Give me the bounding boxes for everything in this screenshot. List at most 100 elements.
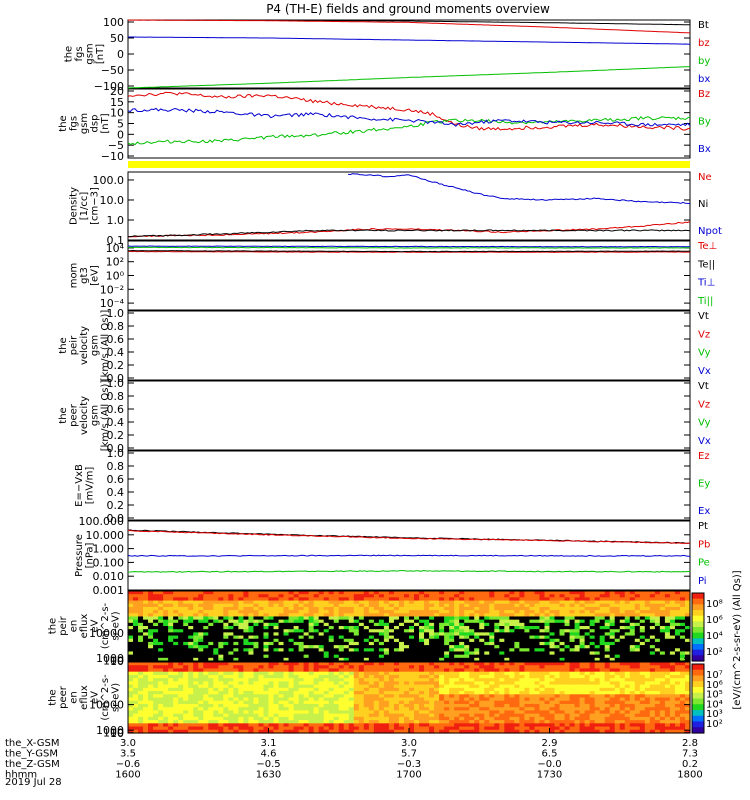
spectrogram-cell bbox=[193, 707, 199, 712]
spectrogram-cell bbox=[403, 645, 410, 649]
spectrogram-cell bbox=[624, 694, 631, 699]
spectrogram-cell bbox=[504, 697, 510, 702]
spectrogram-cell bbox=[534, 654, 541, 659]
spectrogram-cell bbox=[243, 723, 250, 728]
spectrogram-cell bbox=[188, 648, 194, 653]
spectrogram-cell bbox=[624, 632, 631, 637]
spectrogram-cell bbox=[323, 697, 330, 702]
spectrogram-cell bbox=[248, 616, 255, 621]
spectrogram-cell bbox=[464, 606, 470, 611]
spectrogram-cell bbox=[489, 691, 495, 695]
spectrogram-cell bbox=[323, 603, 330, 608]
y-axis-label-line: [1/cc] bbox=[79, 192, 90, 221]
spectrogram-cell bbox=[278, 726, 285, 731]
spectrogram-cell bbox=[183, 610, 189, 614]
spectrogram-cell bbox=[308, 619, 315, 624]
spectrogram-cell bbox=[439, 651, 445, 656]
legend-label: Pb bbox=[698, 539, 710, 550]
spectrogram-cell bbox=[288, 723, 295, 728]
spectrogram-cell bbox=[308, 654, 315, 659]
spectrogram-cell bbox=[133, 645, 139, 649]
spectrogram-cell bbox=[494, 654, 500, 659]
spectrogram-cell bbox=[228, 594, 234, 598]
spectrogram-cell bbox=[398, 610, 405, 614]
spectrogram-cell bbox=[268, 597, 275, 602]
spectrogram-cell bbox=[684, 641, 691, 646]
spectrogram-cell bbox=[368, 665, 375, 670]
spectrogram-cell bbox=[128, 687, 134, 692]
spectrogram-cell bbox=[193, 671, 199, 676]
spectrogram-cell bbox=[429, 729, 435, 734]
spectrogram-cell bbox=[664, 622, 671, 627]
spectrogram-cell bbox=[398, 716, 405, 721]
spectrogram-cell bbox=[514, 648, 520, 653]
spectrogram-cell bbox=[283, 723, 290, 728]
spectrogram-cell bbox=[313, 632, 320, 637]
spectrogram-cell bbox=[684, 622, 691, 627]
spectrogram-cell bbox=[589, 616, 596, 621]
spectrogram-cell bbox=[283, 638, 290, 643]
spectrogram-cell bbox=[328, 726, 335, 731]
spectrogram-cell bbox=[549, 713, 556, 718]
spectrogram-cell bbox=[634, 662, 641, 666]
spectrogram-cell bbox=[429, 671, 435, 676]
spectrogram-cell bbox=[619, 697, 626, 702]
spectrogram-cell bbox=[469, 638, 475, 643]
spectrogram-cell bbox=[323, 703, 330, 708]
spectrogram-cell bbox=[454, 694, 460, 699]
spectrogram-cell bbox=[449, 641, 455, 646]
spectrogram-cell bbox=[358, 665, 365, 670]
spectrogram-cell bbox=[634, 710, 641, 715]
spectrogram-cell bbox=[373, 645, 380, 649]
y-tick-label: 0.8 bbox=[107, 390, 125, 403]
spectrogram-cell bbox=[173, 671, 179, 676]
spectrogram-cell bbox=[223, 707, 229, 712]
spectrogram-cell bbox=[644, 635, 651, 640]
spectrogram-cell bbox=[474, 700, 480, 705]
spectrogram-cell bbox=[599, 665, 606, 670]
spectrogram-cell bbox=[353, 681, 360, 686]
spectrogram-cell bbox=[263, 713, 270, 718]
spectrogram-cell bbox=[469, 591, 475, 595]
spectrogram-cell bbox=[679, 613, 686, 618]
spectrogram-cell bbox=[353, 684, 360, 689]
spectrogram-cell bbox=[469, 600, 475, 605]
spectrogram-cell bbox=[313, 681, 320, 686]
spectrogram-cell bbox=[138, 707, 144, 712]
spectrogram-cell bbox=[148, 674, 154, 679]
spectrogram-cell bbox=[343, 710, 350, 715]
spectrogram-cell bbox=[318, 626, 325, 630]
spectrogram-cell bbox=[218, 591, 224, 595]
spectrogram-cell bbox=[654, 645, 661, 649]
spectrogram-cell bbox=[509, 648, 515, 653]
spectrogram-cell bbox=[434, 665, 440, 670]
spectrogram-cell bbox=[549, 726, 556, 731]
spectrogram-cell bbox=[308, 726, 315, 731]
spectrogram-cell bbox=[188, 610, 194, 614]
spectrogram-cell bbox=[308, 694, 315, 699]
panel-frame bbox=[127, 310, 691, 381]
spectrogram-cell bbox=[629, 700, 636, 705]
spectrogram-cell bbox=[183, 681, 189, 686]
spectrogram-cell bbox=[579, 600, 586, 605]
spectrogram-cell bbox=[469, 684, 475, 689]
spectrogram-cell bbox=[599, 616, 606, 621]
spectrogram-cell bbox=[634, 591, 641, 595]
spectrogram-cell bbox=[213, 651, 219, 656]
spectrogram-cell bbox=[233, 610, 239, 614]
spectrogram-cell bbox=[454, 723, 460, 728]
spectrogram-cell bbox=[158, 681, 164, 686]
spectrogram-cell bbox=[619, 720, 626, 724]
spectrogram-cell bbox=[649, 651, 656, 656]
spectrogram-cell bbox=[504, 600, 510, 605]
spectrogram-cell bbox=[519, 694, 526, 699]
spectrogram-cell bbox=[393, 729, 400, 734]
spectrogram-cell bbox=[519, 603, 526, 608]
spectrogram-cell bbox=[248, 716, 255, 721]
spectrogram-cell bbox=[409, 635, 415, 640]
spectrogram-cell bbox=[449, 710, 455, 715]
spectrogram-cell bbox=[343, 665, 350, 670]
spectrogram-cell bbox=[654, 619, 661, 624]
spectrogram-cell bbox=[228, 651, 234, 656]
